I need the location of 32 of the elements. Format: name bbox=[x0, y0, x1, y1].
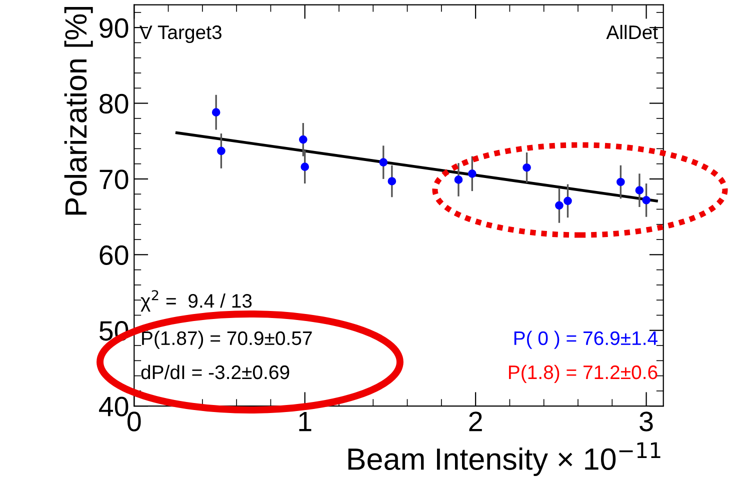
point bbox=[298, 135, 308, 144]
point bbox=[564, 196, 572, 206]
annotation: χ$^{2}$ = 9.4 / 13 bbox=[140, 290, 252, 312]
x-tick-label: 2 bbox=[469, 412, 482, 432]
point bbox=[616, 178, 625, 186]
y-tick-label: 70 bbox=[100, 170, 128, 190]
point bbox=[379, 158, 388, 166]
point bbox=[642, 196, 650, 204]
y-tick-label: 90 bbox=[100, 18, 128, 38]
point bbox=[388, 177, 396, 186]
point bbox=[635, 186, 644, 194]
point bbox=[522, 163, 531, 172]
x-tick-label: 3 bbox=[640, 412, 653, 432]
point bbox=[217, 146, 226, 156]
point bbox=[300, 162, 310, 172]
y-tick-label: 40 bbox=[99, 396, 128, 416]
x-tick-label: 0 bbox=[128, 412, 141, 432]
point bbox=[555, 201, 564, 210]
point bbox=[212, 108, 220, 117]
x-tick-label: 1 bbox=[299, 412, 312, 432]
point bbox=[454, 176, 463, 184]
y-axis-title: Polarization [%] bbox=[64, 7, 93, 215]
annotation: dP/dI = -3.2±0.69 bbox=[141, 364, 290, 380]
annotation: V Target3 bbox=[140, 25, 222, 44]
annotation: P(1.87) = 70.9±0.57 bbox=[142, 330, 312, 349]
annotation: P( 0 ) = 76.9±1.4 bbox=[514, 330, 658, 349]
annotation: P(1.8) = 71.2±0.6 bbox=[509, 364, 658, 384]
point bbox=[468, 169, 476, 178]
annotation: AllDet bbox=[606, 24, 658, 40]
y-tick-label: 80 bbox=[100, 94, 128, 114]
y-tick-label: 60 bbox=[100, 245, 128, 266]
x-axis-title: Beam Intensity × 10$^{−11}$ bbox=[348, 442, 660, 476]
